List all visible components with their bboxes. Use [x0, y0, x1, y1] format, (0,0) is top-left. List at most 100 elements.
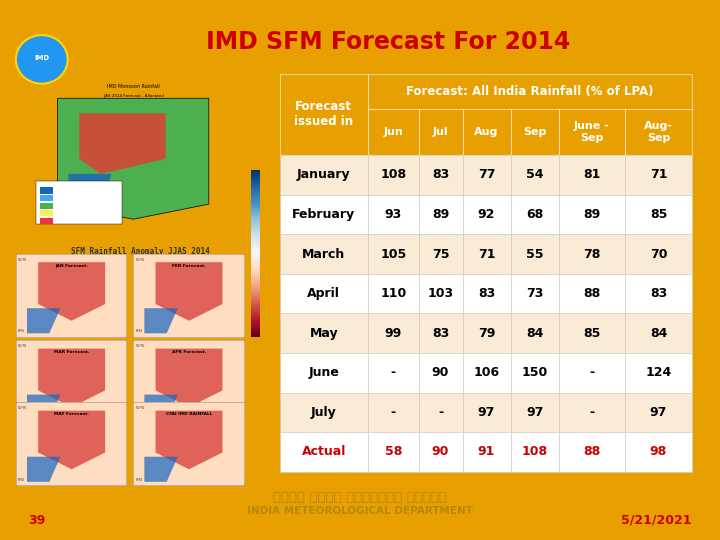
Bar	[462, 110, 510, 155]
Text: 79: 79	[478, 327, 495, 340]
Bar	[368, 195, 418, 234]
Text: February: February	[292, 208, 356, 221]
Text: -: -	[438, 406, 443, 419]
Bar	[625, 432, 692, 471]
Text: Aug: Aug	[474, 127, 499, 137]
Text: January: January	[297, 168, 351, 181]
Bar	[418, 234, 462, 274]
Bar	[625, 195, 692, 234]
Text: 106: 106	[474, 366, 500, 379]
Text: 50°N: 50°N	[135, 345, 144, 348]
Text: 50°N: 50°N	[18, 345, 27, 348]
Text: -: -	[590, 366, 595, 379]
Text: 105: 105	[380, 247, 406, 261]
Text: 97: 97	[526, 406, 544, 419]
Bar	[418, 432, 462, 471]
Text: भारत मौसम विज्ञान विभाग: भारत मौसम विज्ञान विभाग	[273, 491, 447, 504]
Bar	[625, 155, 692, 195]
Text: 99: 99	[384, 327, 402, 340]
Bar	[40, 210, 53, 216]
Text: JJAS 2014 Forecast - Allocated: JJAS 2014 Forecast - Allocated	[103, 94, 163, 98]
Text: 84: 84	[526, 327, 544, 340]
Text: MAY Forecast.: MAY Forecast.	[54, 413, 89, 416]
Text: April: April	[307, 287, 341, 300]
Polygon shape	[27, 457, 60, 482]
Text: July: July	[311, 406, 337, 419]
Text: 85: 85	[649, 208, 667, 221]
Text: 73: 73	[526, 287, 544, 300]
Text: 91: 91	[478, 446, 495, 458]
Text: 77: 77	[478, 168, 495, 181]
Bar	[279, 155, 368, 195]
Text: May: May	[310, 327, 338, 340]
Bar	[462, 234, 510, 274]
Text: IMD: IMD	[34, 55, 50, 62]
Text: 88: 88	[583, 287, 600, 300]
Bar	[368, 234, 418, 274]
Bar	[559, 393, 625, 432]
Text: 92: 92	[478, 208, 495, 221]
Bar	[559, 234, 625, 274]
Text: June -
Sep: June - Sep	[574, 122, 610, 143]
Polygon shape	[156, 349, 222, 407]
Text: 83: 83	[432, 168, 449, 181]
Text: JAN Forecast.: JAN Forecast.	[55, 264, 88, 268]
Bar	[368, 432, 418, 471]
Polygon shape	[38, 410, 105, 469]
Bar	[279, 432, 368, 471]
Text: 110: 110	[380, 287, 406, 300]
Bar	[418, 274, 462, 313]
Bar	[279, 195, 368, 234]
Text: 84: 84	[649, 327, 667, 340]
Bar	[510, 353, 559, 393]
Bar	[418, 195, 462, 234]
Text: Actual: Actual	[302, 446, 346, 458]
Text: 71: 71	[649, 168, 667, 181]
Bar	[462, 353, 510, 393]
Text: 68: 68	[526, 208, 543, 221]
Text: 103: 103	[428, 287, 454, 300]
Bar	[40, 195, 53, 201]
Bar	[36, 181, 122, 224]
Text: 83: 83	[432, 327, 449, 340]
Text: Forecast: All India Rainfall (% of LPA): Forecast: All India Rainfall (% of LPA)	[406, 85, 654, 98]
Text: 39: 39	[28, 514, 45, 527]
Text: -: -	[391, 366, 396, 379]
Text: 78: 78	[583, 247, 600, 261]
Text: 97: 97	[478, 406, 495, 419]
Bar	[625, 353, 692, 393]
Text: 98: 98	[650, 446, 667, 458]
Text: 90: 90	[432, 446, 449, 458]
Polygon shape	[156, 410, 222, 469]
Bar	[510, 110, 559, 155]
Text: 83: 83	[478, 287, 495, 300]
Text: INDIA METEOROLOGICAL DEPARTMENT: INDIA METEOROLOGICAL DEPARTMENT	[247, 506, 473, 516]
Polygon shape	[79, 113, 166, 174]
Text: March: March	[302, 247, 346, 261]
Bar	[559, 274, 625, 313]
Bar	[559, 110, 625, 155]
Bar	[510, 274, 559, 313]
Text: 75: 75	[432, 247, 449, 261]
Text: -: -	[391, 406, 396, 419]
Text: -: -	[590, 406, 595, 419]
Polygon shape	[27, 308, 60, 333]
Bar	[279, 393, 368, 432]
Bar	[510, 313, 559, 353]
Bar	[368, 353, 418, 393]
Bar	[368, 274, 418, 313]
Text: 124: 124	[645, 366, 672, 379]
Bar	[462, 195, 510, 234]
Text: 8°N: 8°N	[18, 329, 24, 333]
Text: 5/21/2021: 5/21/2021	[621, 514, 692, 527]
Bar	[418, 155, 462, 195]
Bar	[559, 155, 625, 195]
Bar	[368, 313, 418, 353]
Polygon shape	[144, 457, 178, 482]
Bar	[462, 155, 510, 195]
Bar	[510, 195, 559, 234]
Text: 8°N: 8°N	[135, 478, 142, 482]
Bar	[625, 274, 692, 313]
Polygon shape	[38, 262, 105, 321]
Polygon shape	[38, 349, 105, 407]
